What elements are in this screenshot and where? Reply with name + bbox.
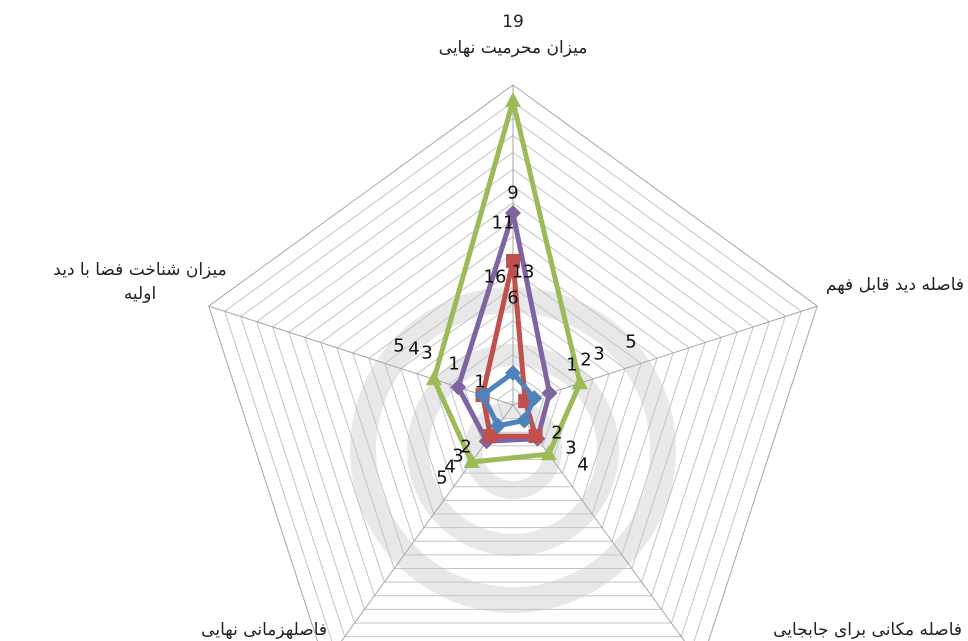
axis-spoke xyxy=(340,404,514,641)
category-label: 19 xyxy=(502,12,524,32)
series-3 xyxy=(474,365,543,434)
tick-label: 1 xyxy=(448,354,459,375)
data-point xyxy=(489,417,506,434)
series-0 xyxy=(425,91,588,468)
tick-label: 3 xyxy=(421,343,432,364)
tick-label: 2 xyxy=(460,437,471,458)
category-label: میزان شناخت فضا با دید xyxy=(53,260,226,280)
tick-label: 1 xyxy=(566,355,577,376)
grid-ring xyxy=(320,202,706,569)
grid-ring xyxy=(256,134,770,624)
category-label: فاصلهزمانی نهایی xyxy=(201,620,327,640)
tick-label: 1 xyxy=(474,372,485,393)
tick-label: 3 xyxy=(593,344,604,365)
radar-grid xyxy=(208,84,818,641)
grid-ring xyxy=(208,84,818,641)
tick-label: 3 xyxy=(565,438,576,459)
data-point xyxy=(540,445,557,461)
tick-label: 5 xyxy=(625,332,636,353)
data-point xyxy=(516,412,533,429)
grid-ring xyxy=(464,353,562,447)
category-label: فاصله دید قابل فهم xyxy=(826,275,964,295)
grid-ring xyxy=(240,118,786,638)
tick-label: 5 xyxy=(436,468,447,489)
data-point xyxy=(506,254,520,268)
axis-spoke xyxy=(512,305,818,406)
axis-spoke xyxy=(512,404,686,641)
grid-ring xyxy=(304,185,722,583)
data-point xyxy=(450,379,467,396)
tick-label: 6 xyxy=(507,288,518,309)
radar-spokes xyxy=(208,85,818,641)
tick-label: 2 xyxy=(551,423,562,444)
category-label: فاصله مکانی برای جابجایی xyxy=(773,620,962,640)
data-point xyxy=(541,385,558,402)
tick-label: 13 xyxy=(512,262,535,283)
tick-label: 5 xyxy=(393,336,404,357)
grid-ring xyxy=(336,219,690,556)
grid-ring xyxy=(384,269,642,515)
data-point xyxy=(505,92,521,107)
data-point xyxy=(463,452,480,468)
grid-ring xyxy=(400,286,626,501)
grid-ring xyxy=(352,235,674,542)
tick-label: 4 xyxy=(408,339,419,360)
tick-label: 4 xyxy=(444,457,455,478)
grid-ring xyxy=(416,303,610,488)
data-point xyxy=(425,370,442,386)
series-line xyxy=(480,260,539,439)
category-label: اولیه xyxy=(124,284,156,304)
data-point xyxy=(505,205,521,221)
category-label: میزان محرمیت نهایی xyxy=(439,38,588,58)
data-point xyxy=(505,365,521,381)
grid-ring xyxy=(432,320,594,474)
series-layer xyxy=(425,91,588,468)
data-point xyxy=(526,390,543,407)
grid-ring xyxy=(272,151,754,610)
tick-label: 9 xyxy=(507,183,518,204)
series-line xyxy=(431,91,583,465)
tick-label: 3 xyxy=(452,446,463,467)
tick-label: 11 xyxy=(492,213,515,234)
grid-ring xyxy=(288,168,738,597)
data-point xyxy=(474,387,491,404)
data-point xyxy=(528,429,543,444)
grid-ring xyxy=(368,252,658,529)
tick-label: 2 xyxy=(580,350,591,371)
series-line xyxy=(455,212,553,444)
data-point xyxy=(483,429,498,444)
tick-label: 16 xyxy=(484,267,507,288)
grid-ring xyxy=(224,101,802,641)
tick-label: 4 xyxy=(577,455,588,476)
data-point xyxy=(571,374,588,390)
